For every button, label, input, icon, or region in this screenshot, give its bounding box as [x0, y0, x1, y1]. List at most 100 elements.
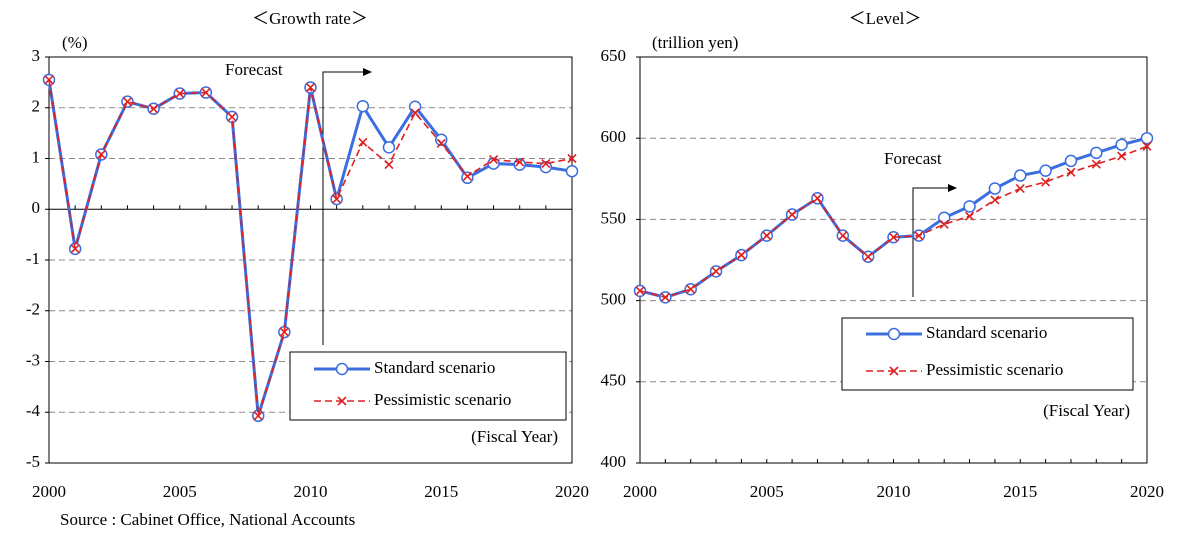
point-marker — [1014, 169, 1027, 182]
point-marker — [990, 195, 1000, 205]
legend-box — [289, 351, 567, 421]
point-marker — [1091, 159, 1101, 169]
point-marker — [436, 138, 446, 148]
x-tick-label: 2010 — [877, 482, 911, 501]
point-marker — [408, 100, 422, 113]
point-marker — [964, 211, 975, 221]
point-marker — [736, 250, 746, 260]
x-axis-label: (Fiscal Year) — [1043, 401, 1130, 420]
point-marker — [332, 194, 342, 204]
plot-frame — [48, 56, 573, 464]
forecast-annotation: Forecast — [225, 60, 283, 79]
x-tick-label: 2005 — [163, 482, 197, 501]
source-note: Source : Cabinet Office, National Accoun… — [60, 510, 355, 529]
y-tick-label: -3 — [26, 350, 40, 369]
point-marker — [567, 153, 577, 164]
point-marker — [384, 160, 394, 170]
point-marker — [565, 164, 579, 178]
chart-title: ＜Level＞ — [849, 9, 922, 28]
point-marker — [863, 252, 873, 262]
point-marker — [305, 82, 316, 93]
forecast-arrow — [912, 187, 955, 297]
point-marker — [279, 327, 289, 337]
x-tick-label: 2000 — [623, 482, 657, 501]
chart-title: ＜Growth rate＞ — [252, 9, 368, 28]
point-marker — [201, 87, 211, 98]
point-marker — [711, 266, 721, 276]
y-tick-label: 450 — [601, 371, 627, 390]
y-tick-label: 500 — [601, 290, 627, 309]
point-marker — [939, 219, 949, 229]
x-tick-label: 2005 — [750, 482, 784, 501]
x-axis-label: (Fiscal Year) — [471, 427, 558, 446]
point-marker — [963, 200, 976, 213]
y-tick-label: -2 — [26, 300, 40, 319]
point-marker — [988, 182, 1002, 195]
legend-marker — [889, 366, 899, 376]
point-marker — [356, 99, 370, 113]
point-marker — [44, 75, 54, 85]
point-marker — [1066, 167, 1076, 177]
forecast-arrow — [322, 71, 370, 345]
forecast-arrowhead — [363, 68, 372, 76]
series — [44, 75, 577, 421]
point-marker — [175, 88, 185, 99]
legend-label: Standard scenario — [926, 323, 1047, 342]
point-marker — [1115, 138, 1128, 151]
point-marker — [1142, 141, 1152, 151]
point-marker — [937, 211, 951, 225]
series — [635, 141, 1152, 302]
y-tick-label: 0 — [32, 198, 41, 217]
point-marker — [435, 133, 448, 146]
point-marker — [96, 149, 106, 160]
x-tick-label: 2000 — [32, 482, 66, 501]
point-marker — [461, 171, 474, 185]
point-marker — [888, 232, 899, 242]
point-marker — [541, 159, 551, 169]
point-marker — [1140, 131, 1154, 145]
plot-frame — [639, 56, 1148, 464]
point-marker — [488, 154, 499, 165]
y-axis-label: (%) — [62, 33, 87, 52]
legend-marker — [337, 396, 347, 406]
point-marker — [1015, 183, 1025, 194]
point-marker — [358, 137, 368, 147]
y-axis-label: (trillion yen) — [652, 33, 738, 52]
point-marker — [660, 292, 670, 302]
y-tick-label: 650 — [601, 46, 627, 65]
point-marker — [539, 160, 553, 174]
x-tick-label: 2015 — [1003, 482, 1037, 501]
point-marker — [914, 231, 924, 241]
point-marker — [1117, 151, 1127, 161]
legend-marker — [335, 362, 349, 376]
forecast-annotation: Forecast — [884, 149, 942, 168]
y-tick-label: 1 — [32, 147, 41, 166]
y-tick-label: -5 — [26, 452, 40, 471]
point-marker — [253, 411, 263, 421]
x-tick-label: 2015 — [424, 482, 458, 501]
y-tick-label: 400 — [601, 452, 627, 471]
point-marker — [1039, 164, 1052, 177]
x-tick-label: 2010 — [294, 482, 328, 501]
point-marker — [462, 171, 472, 181]
forecast-arrowhead — [948, 184, 957, 192]
point-marker — [686, 284, 696, 294]
point-marker — [382, 141, 396, 154]
point-marker — [410, 108, 420, 118]
legend-label: Pessimistic scenario — [374, 390, 511, 409]
x-tick-label: 2020 — [555, 482, 589, 501]
point-marker — [227, 112, 237, 122]
point-marker — [149, 104, 159, 114]
point-marker — [635, 286, 645, 296]
y-tick-label: 2 — [32, 97, 41, 116]
point-marker — [762, 231, 772, 241]
point-marker — [122, 97, 133, 107]
point-marker — [812, 193, 823, 203]
point-marker — [1041, 177, 1051, 187]
point-marker — [1064, 154, 1078, 168]
y-tick-label: -1 — [26, 249, 40, 268]
y-tick-label: -4 — [26, 401, 41, 420]
y-tick-label: 550 — [601, 208, 627, 227]
